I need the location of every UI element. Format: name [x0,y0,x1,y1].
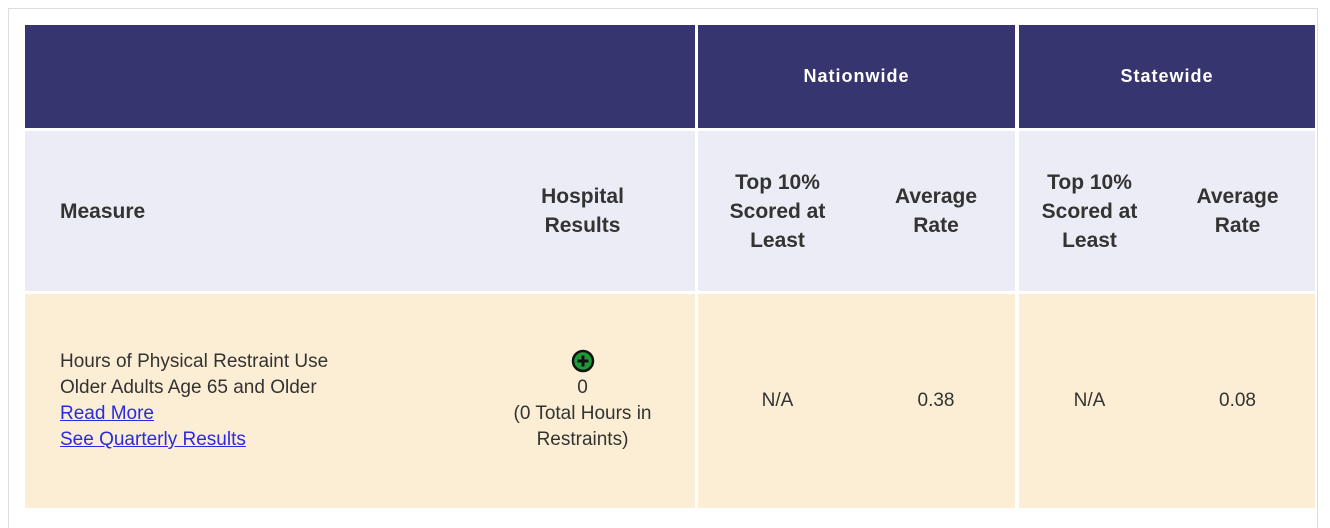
measure-line: Older Adults Age 65 and Older [60,377,317,398]
value-cell: N/A [1019,294,1160,508]
frame [8,8,1318,528]
link-wrap: Read More [60,401,328,427]
link-wrap: See Quarterly Results [60,427,328,453]
column-header: Average Rate [857,131,1015,291]
column-header: Top 10% Scored at Least [698,131,857,291]
measure-line: Hours of Physical Restraint Use [60,351,329,372]
value-cell: 0.38 [857,294,1015,508]
quarterly-link[interactable]: See Quarterly Results [60,429,246,450]
result-block: 0 (0 Total Hours in Restraints) [495,349,670,453]
plus-icon [571,349,594,373]
result-note: (0 Total Hours in Restraints) [513,403,652,450]
value-cell: N/A [698,294,857,508]
measure-block: Hours of Physical Restraint Use Older Ad… [60,349,328,453]
measure-text: Hours of Physical Restraint Use Older Ad… [25,294,470,508]
result-value: 0 [577,377,588,398]
read-more-link[interactable]: Read More [60,403,154,424]
hospital-result-cell: 0 (0 Total Hours in Restraints) [470,294,695,508]
column-header: Average Rate [1160,131,1315,291]
column-header: Measure [25,131,470,291]
column-header: Hospital Results [470,131,695,291]
column-header: Top 10% Scored at Least [1019,131,1160,291]
group-header: Statewide [1019,25,1315,128]
header-blank [25,25,695,128]
value-cell: 0.08 [1160,294,1315,508]
group-header: Nationwide [698,25,1015,128]
